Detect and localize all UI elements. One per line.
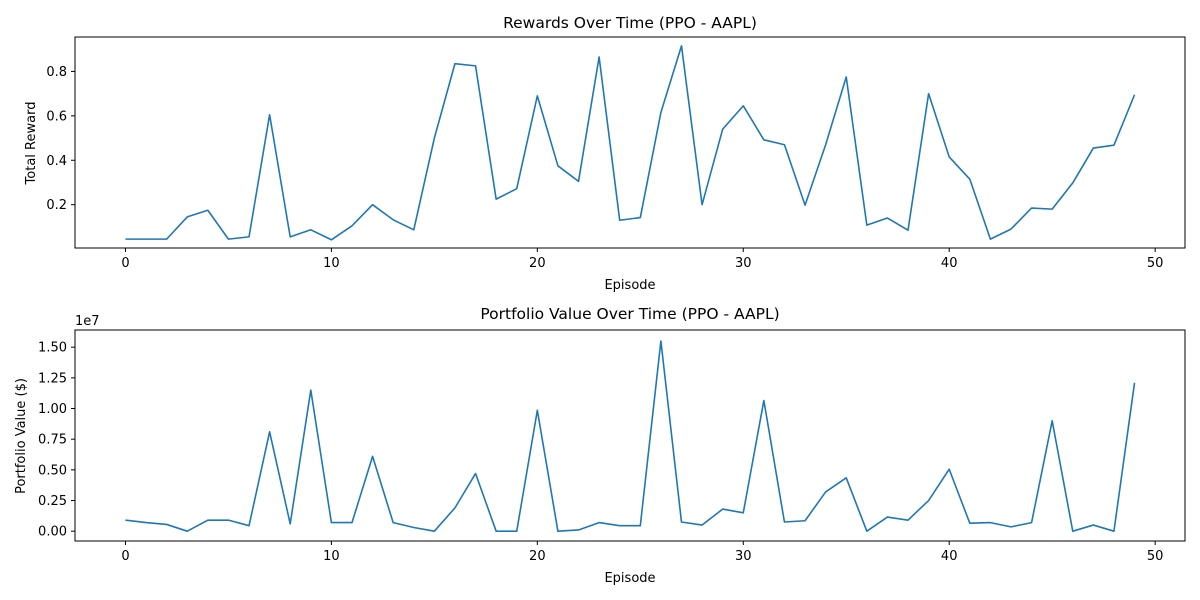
rewards-plot-frame <box>74 36 1186 249</box>
portfolio-chart-title: Portfolio Value Over Time (PPO - AAPL) <box>480 305 779 323</box>
portfolio-plot-frame <box>74 329 1186 542</box>
portfolio-x-tick-label: 50 <box>1147 549 1164 564</box>
rewards-x-tick-label: 50 <box>1147 256 1164 271</box>
portfolio-x-axis-label: Episode <box>604 571 655 586</box>
rewards-x-tick-label: 40 <box>941 256 958 271</box>
rewards-y-tick-label: 0.2 <box>46 198 67 213</box>
portfolio-x-tick-label: 30 <box>735 549 752 564</box>
portfolio-y-offset-label: 1e7 <box>75 314 100 329</box>
portfolio-series-line <box>125 340 1136 532</box>
rewards-series-line <box>125 45 1136 241</box>
portfolio-y-tick-label: 0.25 <box>38 494 67 509</box>
portfolio-y-tick-label: 1.00 <box>38 402 67 417</box>
portfolio-chart: Portfolio Value Over Time (PPO - AAPL) E… <box>14 305 1186 586</box>
portfolio-x-tick-label: 10 <box>323 549 340 564</box>
portfolio-y-tick-label: 0.00 <box>38 525 67 540</box>
rewards-x-axis-label: Episode <box>604 278 655 293</box>
rewards-chart-title: Rewards Over Time (PPO - AAPL) <box>503 14 757 32</box>
rewards-chart: Rewards Over Time (PPO - AAPL) Episode T… <box>24 14 1186 293</box>
rewards-x-tick-label: 10 <box>323 256 340 271</box>
rewards-y-tick-label: 0.8 <box>46 65 67 80</box>
portfolio-x-tick-label: 0 <box>121 549 129 564</box>
rewards-x-tick-label: 0 <box>121 256 129 271</box>
portfolio-x-tick-label: 20 <box>529 549 546 564</box>
rewards-y-tick-label: 0.6 <box>46 109 67 124</box>
rewards-x-tick-label: 30 <box>735 256 752 271</box>
rewards-y-axis-label: Total Reward <box>24 102 39 186</box>
portfolio-x-tick-label: 40 <box>941 549 958 564</box>
portfolio-y-tick-label: 1.25 <box>38 371 67 386</box>
portfolio-y-tick-label: 0.50 <box>38 463 67 478</box>
rewards-y-tick-label: 0.4 <box>46 154 67 169</box>
rewards-x-tick-label: 20 <box>529 256 546 271</box>
portfolio-y-tick-label: 1.50 <box>38 341 67 356</box>
portfolio-y-tick-label: 0.75 <box>38 433 67 448</box>
portfolio-y-axis-label: Portfolio Value ($) <box>14 378 29 494</box>
